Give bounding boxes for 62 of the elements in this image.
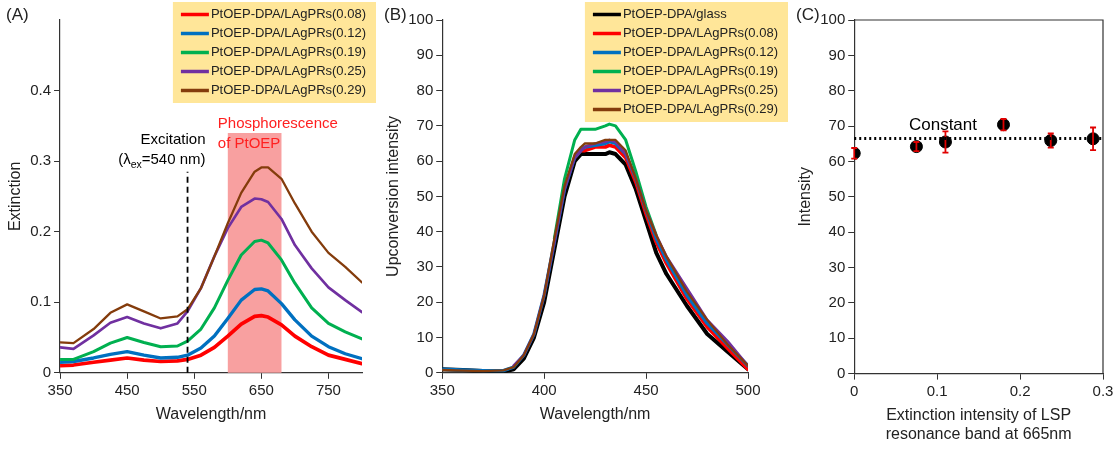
- y-tick-label: 70: [828, 116, 846, 134]
- y-tick-label: 0: [424, 362, 434, 380]
- legend-label: PtOEP-DPA/glass: [622, 6, 728, 22]
- y-tick-label: 60: [828, 151, 846, 169]
- x-tick-label: 500: [735, 380, 761, 398]
- y-tick-label: 20: [416, 292, 434, 310]
- x-tick-label: 450: [633, 380, 659, 398]
- y-tick-label: 10: [416, 327, 434, 345]
- legend-label: PtOEP-DPA/LAgPRs(0.19): [622, 63, 778, 79]
- x-tick-label: 550: [181, 380, 207, 398]
- legend-label: PtOEP-DPA/LAgPRs(0.29): [210, 82, 366, 98]
- y-tick-label: 90: [828, 45, 846, 63]
- y-tick-label: 0.2: [30, 221, 52, 239]
- x-axis-title: Wavelength/nm: [155, 404, 267, 422]
- chart-title: (A): [6, 5, 29, 24]
- ref-line-label: Constant: [908, 115, 978, 135]
- y-tick-label: 100: [408, 10, 434, 28]
- y-tick-label: 40: [828, 222, 846, 240]
- x-tick-label: 750: [315, 380, 341, 398]
- band-label: Phosphorescence of PtOEP: [217, 113, 338, 151]
- y-tick-label: 40: [416, 221, 434, 239]
- x-tick-label: 450: [114, 380, 140, 398]
- x-tick-label: 0.1: [926, 381, 948, 399]
- x-tick-label: 0: [850, 381, 859, 399]
- legend-label: PtOEP-DPA/LAgPRs(0.25): [210, 63, 366, 79]
- legend-label: PtOEP-DPA/LAgPRs(0.12): [622, 44, 778, 60]
- legend-label: PtOEP-DPA/LAgPRs(0.08): [622, 25, 778, 41]
- legend-label: PtOEP-DPA/LAgPRs(0.29): [622, 101, 778, 117]
- chart-title: (C): [796, 5, 820, 24]
- legend-label: PtOEP-DPA/LAgPRs(0.12): [210, 25, 366, 41]
- y-tick-label: 80: [828, 80, 846, 98]
- x-tick-label: 0.3: [1092, 381, 1114, 399]
- chart-title: (B): [384, 5, 407, 24]
- y-tick-label: 30: [416, 257, 434, 275]
- y-tick-label: 30: [828, 257, 846, 275]
- y-tick-label: 0: [836, 363, 846, 381]
- y-axis-title: Upconversion intensity: [384, 115, 402, 277]
- y-tick-label: 50: [828, 186, 846, 204]
- legend-label: PtOEP-DPA/LAgPRs(0.19): [210, 44, 366, 60]
- y-tick-label: 90: [416, 45, 434, 63]
- x-axis-title: Wavelength/nm: [539, 404, 651, 422]
- legend-label: PtOEP-DPA/LAgPRs(0.25): [622, 82, 778, 98]
- x-tick-label: 0.2: [1009, 381, 1031, 399]
- y-tick-label: 10: [828, 328, 846, 346]
- x-tick-label: 350: [47, 380, 73, 398]
- x-tick-label: 400: [531, 380, 557, 398]
- y-tick-label: 0.3: [30, 151, 52, 169]
- y-tick-label: 60: [416, 151, 434, 169]
- y-axis-title: Extinction: [6, 161, 24, 232]
- y-tick-label: 100: [820, 10, 846, 28]
- x-tick-label: 650: [248, 380, 274, 398]
- y-tick-label: 0.1: [30, 292, 52, 310]
- y-tick-label: 0.4: [30, 80, 52, 98]
- y-tick-label: 0: [42, 362, 52, 380]
- x-tick-label: 350: [429, 380, 455, 398]
- y-tick-label: 20: [828, 293, 846, 311]
- x-axis-title: Extinction intensity of LSP resonance band at 665nm: [885, 405, 1072, 442]
- legend-label: PtOEP-DPA/LAgPRs(0.08): [210, 6, 366, 22]
- y-tick-label: 70: [416, 115, 434, 133]
- y-tick-label: 50: [416, 186, 434, 204]
- y-axis-title: Intensity: [796, 167, 814, 227]
- y-tick-label: 80: [416, 80, 434, 98]
